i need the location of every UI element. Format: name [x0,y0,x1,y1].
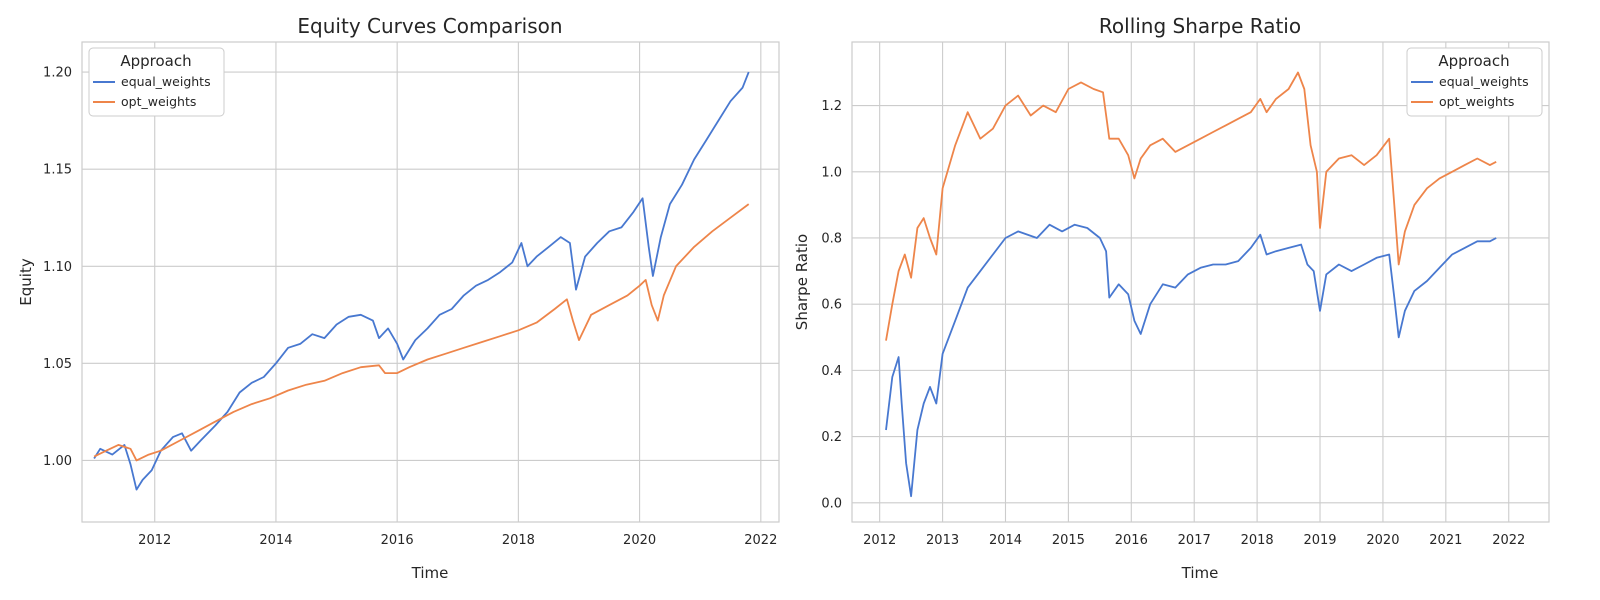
y-axis-label: Equity [17,258,35,306]
x-tick-label: 2022 [1492,533,1525,548]
y-tick-label: 0.2 [821,430,842,445]
legend-box [1406,47,1543,117]
plot-area [851,41,1550,523]
chart-title: Rolling Sharpe Ratio [1099,14,1301,38]
y-tick-labels: 0.0 0.2 0.4 0.6 0.8 1.0 1.2 [821,99,842,511]
series-line-equal-weights [885,223,1497,498]
legend: Approach equal_weights opt_weights [1406,47,1543,117]
y-tick-label: 1.05 [43,357,72,372]
series-lines [93,71,750,491]
x-tick-labels: 2012 2014 2016 2018 2020 2022 [138,533,777,548]
legend-title: Approach [1438,52,1509,70]
x-tick-label: 2016 [1115,533,1148,548]
x-axis-label: Time [411,564,449,582]
legend-box [88,47,225,117]
plot-area [81,41,780,523]
y-axis-label: Sharpe Ratio [793,234,811,330]
x-tick-label: 2013 [926,533,959,548]
x-tick-label: 2017 [1178,533,1211,548]
gridlines [852,42,1549,522]
x-tick-label: 2020 [623,533,656,548]
y-tick-label: 0.0 [821,496,842,511]
legend-label-opt-weights: opt_weights [121,94,196,109]
legend-label-equal-weights: equal_weights [1439,74,1529,89]
series-line-opt-weights [93,203,750,462]
x-tick-label: 2022 [744,533,777,548]
y-tick-label: 1.10 [43,260,72,275]
y-tick-label: 0.6 [821,298,842,313]
x-tick-label: 2018 [502,533,535,548]
legend-label-equal-weights: equal_weights [121,74,211,89]
x-tick-label: 2014 [259,533,292,548]
series-line-equal-weights [93,71,750,491]
y-tick-labels: 1.00 1.05 1.10 1.15 1.20 [43,66,72,469]
y-tick-label: 1.20 [43,66,72,81]
chart-equity-curves: Equity Curves Comparison Time Equity 201… [17,14,780,582]
y-tick-label: 1.15 [43,163,72,178]
y-tick-label: 0.8 [821,231,842,246]
plot-frame [851,41,1550,523]
x-tick-label: 2021 [1429,533,1462,548]
legend-label-opt-weights: opt_weights [1439,94,1514,109]
y-tick-label: 1.0 [821,165,842,180]
y-tick-label: 1.00 [43,454,72,469]
gridlines [82,42,779,522]
x-tick-label: 2012 [863,533,896,548]
y-tick-label: 0.4 [821,364,842,379]
x-tick-label: 2012 [138,533,171,548]
plot-background [852,42,1549,522]
x-tick-label: 2018 [1241,533,1274,548]
chart-rolling-sharpe: Rolling Sharpe Ratio Time Sharpe Ratio 2… [793,14,1550,582]
x-tick-label: 2014 [989,533,1022,548]
legend: Approach equal_weights opt_weights [88,47,225,117]
x-tick-label: 2020 [1366,533,1399,548]
x-tick-labels: 2012 2013 2014 2015 2016 2017 2018 2019 2020 2021… [863,533,1525,548]
legend-title: Approach [120,52,191,70]
x-tick-label: 2015 [1052,533,1085,548]
x-tick-label: 2019 [1303,533,1336,548]
y-tick-label: 1.2 [821,99,842,114]
series-lines [885,71,1497,498]
x-tick-label: 2016 [381,533,414,548]
x-axis-label: Time [1181,564,1219,582]
plot-frame [81,41,780,523]
series-line-opt-weights [885,71,1497,341]
chart-title: Equity Curves Comparison [297,14,562,38]
